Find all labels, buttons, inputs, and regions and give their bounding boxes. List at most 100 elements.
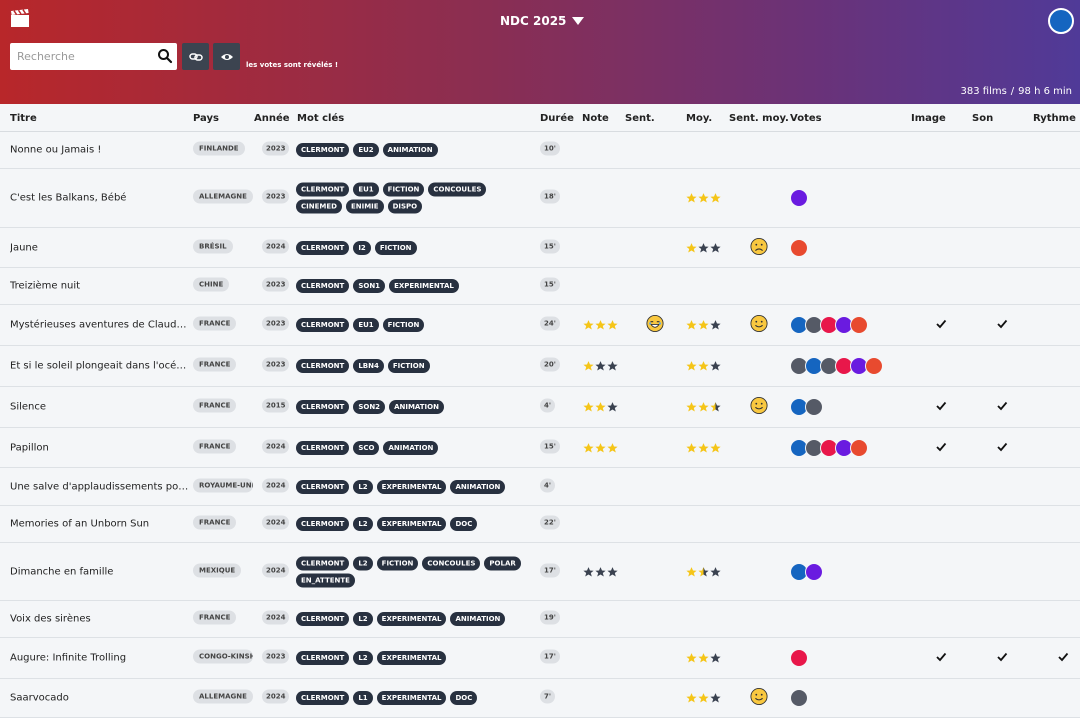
table-row[interactable]: Papillon FRANCE 2024 CLERMONT SCO ANIMATION 15…	[0, 428, 1080, 468]
tag-chip[interactable]: DOC	[450, 691, 478, 705]
table-row[interactable]: Voix des sirènes FRANCE 2024 CLERMONT L2 EXPE…	[0, 601, 1080, 638]
average-stars[interactable]	[686, 653, 721, 664]
tag-chip[interactable]: FICTION	[374, 240, 417, 255]
tag-chip[interactable]: POLAR	[484, 556, 521, 570]
note-stars[interactable]	[583, 566, 618, 577]
tag-chip[interactable]: ANIMATION	[383, 440, 439, 455]
film-title[interactable]: Papillon	[10, 442, 49, 453]
table-row[interactable]: Silence FRANCE 2015 CLERMONT SON2 ANIMATION 4'	[0, 387, 1080, 428]
note-stars[interactable]	[583, 442, 618, 453]
checkmark-icon[interactable]	[996, 318, 1008, 330]
tag-chip[interactable]: L2	[353, 612, 373, 626]
average-stars[interactable]	[686, 242, 721, 253]
tag-chip[interactable]: CONCOULES	[428, 182, 487, 197]
note-stars[interactable]	[583, 320, 618, 331]
col-sent[interactable]: Sent.	[625, 113, 655, 124]
col-votes[interactable]: Votes	[790, 113, 822, 124]
tag-chip[interactable]: ENIMIE	[345, 199, 384, 214]
tag-chip[interactable]: L2	[353, 651, 373, 665]
col-annee[interactable]: Année	[254, 113, 290, 124]
checkmark-icon[interactable]	[996, 440, 1008, 452]
tag-chip[interactable]: CLERMONT	[296, 318, 350, 332]
tag-chip[interactable]: DOC	[450, 517, 478, 531]
tag-chip[interactable]: L2	[353, 479, 373, 494]
checkmark-icon[interactable]	[1057, 651, 1069, 663]
film-title[interactable]: Une salve d'applaudissements pour la fin…	[10, 481, 192, 492]
average-stars[interactable]	[686, 442, 721, 453]
table-row[interactable]: Une salve d'applaudissements pour la fin…	[0, 468, 1080, 506]
voter-avatar[interactable]	[850, 316, 868, 334]
tag-chip[interactable]: LBN4	[353, 359, 384, 373]
voter-avatar[interactable]	[790, 238, 808, 257]
col-moy[interactable]: Moy.	[686, 113, 713, 124]
tag-chip[interactable]: CLERMONT	[296, 691, 350, 705]
film-title[interactable]: Augure: Infinite Trolling	[10, 652, 127, 664]
table-row[interactable]: Augure: Infinite Trolling CONGO-KINSHASA 2…	[0, 638, 1080, 679]
film-title[interactable]: C'est les Balkans, Bébé	[10, 192, 127, 204]
tag-chip[interactable]: ANIMATION	[382, 143, 438, 157]
tag-chip[interactable]: CLERMONT	[296, 279, 350, 293]
tag-chip[interactable]: SON2	[353, 400, 386, 414]
col-image[interactable]: Image	[911, 113, 946, 124]
col-mots-cles[interactable]: Mot clés	[297, 113, 345, 124]
clapperboard-icon[interactable]	[10, 8, 30, 28]
tag-chip[interactable]: FICTION	[376, 556, 419, 570]
tag-chip[interactable]: CLERMONT	[296, 400, 350, 414]
voter-avatar[interactable]	[805, 562, 823, 581]
voter-avatar[interactable]	[790, 689, 808, 707]
tag-chip[interactable]: EU1	[353, 318, 379, 332]
col-son[interactable]: Son	[972, 113, 994, 124]
film-title[interactable]: Dimanche en famille	[10, 566, 114, 577]
tag-chip[interactable]: CINEMED	[296, 199, 342, 214]
voter-avatar[interactable]	[850, 438, 868, 457]
tag-chip[interactable]: ANIMATION	[450, 479, 506, 494]
note-stars[interactable]	[583, 361, 618, 372]
tag-chip[interactable]: EU1	[353, 182, 379, 197]
tag-chip[interactable]: FICTION	[382, 182, 425, 197]
tag-chip[interactable]: CLERMONT	[296, 651, 350, 665]
voter-avatar[interactable]	[790, 189, 808, 207]
tag-chip[interactable]: CLERMONT	[296, 612, 350, 626]
tag-chip[interactable]: ANIMATION	[450, 612, 506, 626]
tag-chip[interactable]: L2	[353, 556, 373, 570]
table-row[interactable]: Mystérieuses aventures de Claude Conseil…	[0, 305, 1080, 346]
tag-chip[interactable]: SCO	[353, 440, 380, 455]
table-row[interactable]: Treizième nuit CHINE 2023 CLERMONT SON1 EXPER…	[0, 268, 1080, 305]
average-stars[interactable]	[686, 566, 721, 577]
film-title[interactable]: Treizième nuit	[10, 280, 81, 292]
table-row[interactable]: Saarvocado ALLEMAGNE 2024 CLERMONT L1 EXPERIM…	[0, 679, 1080, 718]
average-stars[interactable]	[686, 361, 721, 372]
tag-chip[interactable]: FICTION	[382, 318, 425, 332]
tag-chip[interactable]: I2	[353, 240, 371, 255]
table-row[interactable]: Memories of an Unborn Sun FRANCE 2024 CLERM…	[0, 506, 1080, 543]
tag-chip[interactable]: CLERMONT	[296, 143, 350, 157]
col-titre[interactable]: Titre	[10, 113, 37, 124]
col-rythme[interactable]: Rythme	[1033, 113, 1076, 124]
tag-chip[interactable]: FICTION	[387, 359, 430, 373]
film-title[interactable]: Nonne ou Jamais !	[10, 144, 102, 156]
tag-chip[interactable]: L1	[353, 691, 373, 705]
festival-selector[interactable]: NDC 2025	[500, 14, 585, 28]
tag-chip[interactable]: DISPO	[387, 199, 423, 214]
tag-chip[interactable]: SON1	[353, 279, 386, 293]
tag-chip[interactable]: EXPERIMENTAL	[376, 612, 447, 626]
search-icon[interactable]	[157, 48, 173, 64]
average-stars[interactable]	[686, 320, 721, 331]
table-row[interactable]: Et si le soleil plongeait dans l'océan d…	[0, 346, 1080, 387]
tag-chip[interactable]: CLERMONT	[296, 359, 350, 373]
tag-chip[interactable]: EXPERIMENTAL	[376, 651, 447, 665]
checkmark-icon[interactable]	[935, 651, 947, 663]
average-stars[interactable]	[686, 193, 721, 204]
tag-chip[interactable]: ANIMATION	[389, 400, 444, 414]
col-pays[interactable]: Pays	[193, 113, 219, 124]
average-stars[interactable]	[686, 693, 721, 704]
tag-chip[interactable]: CLERMONT	[296, 440, 350, 455]
tag-chip[interactable]: CONCOULES	[422, 556, 481, 570]
voter-avatar[interactable]	[865, 357, 883, 375]
voter-avatar[interactable]	[790, 649, 808, 667]
tag-chip[interactable]: EXPERIMENTAL	[376, 479, 447, 494]
table-row[interactable]: C'est les Balkans, Bébé ALLEMAGNE 2023 CLER…	[0, 169, 1080, 228]
checkmark-icon[interactable]	[935, 440, 947, 452]
voter-avatar[interactable]	[805, 398, 823, 416]
col-note[interactable]: Note	[582, 113, 609, 124]
